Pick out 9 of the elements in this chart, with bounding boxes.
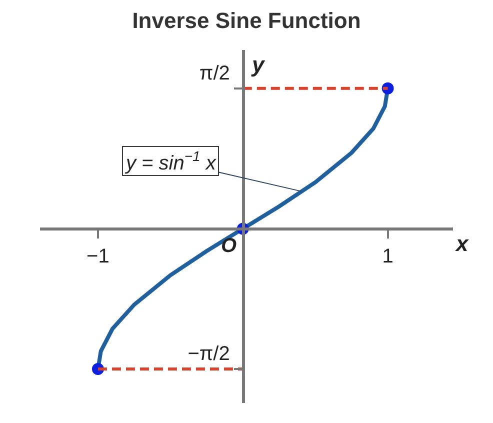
x-tick-label: −1 [86, 246, 110, 268]
y-tick-label: π/2 [199, 62, 230, 84]
y-tick-label: −π/2 [188, 343, 230, 366]
y-axis-title: y [251, 52, 266, 77]
x-tick-label: 1 [382, 246, 394, 268]
x-axis-title: x [455, 231, 469, 256]
annotation: O [221, 235, 237, 257]
annotation: y = sin$^{−1}$ x [124, 148, 217, 174]
chart-title: Inverse Sine Function [132, 8, 361, 34]
